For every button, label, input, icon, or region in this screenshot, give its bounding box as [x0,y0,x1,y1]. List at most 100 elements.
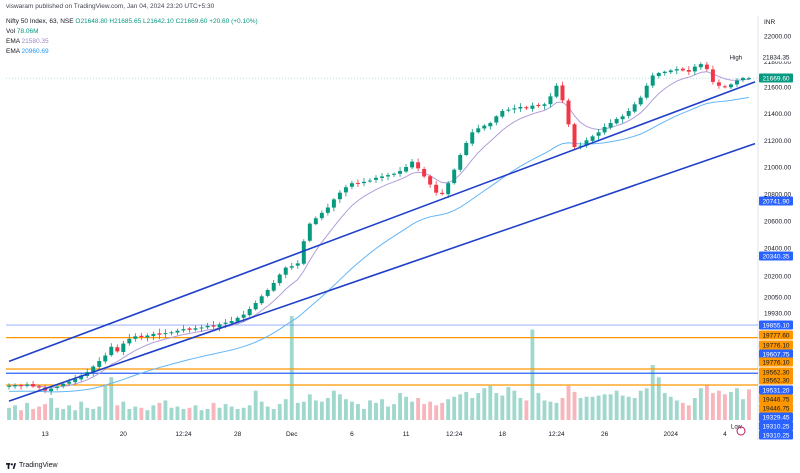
candle-body [49,388,54,392]
candle-body [716,82,721,86]
price-badge-bg [759,73,793,83]
price-badge-value: 20741.90 [762,199,789,206]
volume-bar [145,410,150,420]
candle-body [578,145,583,147]
legend-h: 21685.65 [114,18,142,25]
replay-indicator-icon [736,426,746,436]
candle-body [728,84,733,88]
candle-body [458,155,463,170]
publisher-line: viswaram published on TradingView.com, J… [6,3,215,10]
price-badge-bg [759,394,793,404]
volume-bar [61,409,66,420]
volume-bar [590,396,595,420]
volume-bar [127,409,132,420]
price-badge-tag: High [730,56,742,62]
candle-body [380,176,384,178]
legend-vol: 78.06M [16,28,39,35]
candle-body [283,267,288,275]
legend-symbol: Nifty 50 Index, 63, NSE [6,18,74,25]
candle-body [229,321,234,324]
volume-bar [710,393,715,420]
candle-body [325,207,330,213]
candle-body [476,128,481,133]
volume-bar [560,398,565,420]
candle-body [367,180,372,182]
legend-o-label: O [75,18,81,25]
candle-body [626,111,631,116]
candle-body [734,80,739,85]
volume-bar [470,398,475,420]
candle-body [37,386,42,388]
volume-bar [374,402,378,420]
x-tick-label: 12:24 [548,431,565,438]
trend-line-1 [8,81,756,363]
volume-bar [518,398,523,420]
trend-line-2 [8,142,756,402]
candle-body [343,187,348,193]
tradingview-logo-icon [6,462,16,469]
volume-bar [350,401,354,420]
legend-ohlc-row: Nifty 50 Index, 63, NSE O21648.80 H21685… [6,17,258,27]
volume-bar [265,406,270,420]
x-tick-label: 4 [723,431,727,438]
candle-body [668,70,673,73]
volume-bar [410,401,415,420]
volume-bar [43,404,48,420]
candle-body [319,212,324,219]
volume-bar [458,394,463,420]
legend-o: 21648.80 [80,18,108,25]
candle-body [55,386,60,388]
candle-body [434,184,439,193]
legend-change: +20.60 (+0.10%) [209,18,258,25]
candle-body [241,314,246,318]
volume-bar [337,394,342,420]
candle-body [247,309,252,316]
ema-line-1 [8,71,750,388]
volume-bar [325,398,330,420]
candle-body [235,317,240,322]
price-badge-tag: Low [731,425,743,431]
candle-body [722,86,727,88]
volume-bar [386,406,390,420]
volume-bar [109,377,114,420]
volume-bar [229,406,234,420]
candle-body [710,69,715,82]
candle-body [620,116,625,120]
volume-bar [614,390,619,420]
candle-body [644,85,649,98]
y-tick-label: 20050.00 [764,295,791,302]
chart-legend: Nifty 50 Index, 63, NSE O21648.80 H21685… [6,17,258,57]
candle-body [614,119,619,124]
candle-body [313,218,318,225]
price-badge-value: 19531.20 [762,388,789,395]
volume-bar [193,405,198,420]
candle-body [295,263,300,266]
price-badge-bg [759,375,793,385]
volume-bar [49,398,54,420]
candle-body [482,125,487,129]
y-tick-label: 21000.00 [764,165,791,172]
candle-body [265,290,270,296]
volume-bar [602,394,607,420]
volume-bar [680,402,685,420]
candle-body [608,123,613,128]
candle-body [331,199,336,208]
candle-body [680,68,685,71]
volume-bar [572,391,577,420]
volume-bar [729,391,733,420]
candle-body [704,64,709,70]
x-tick-label: 18 [499,431,507,438]
volume-bar [67,405,72,420]
volume-bar [115,405,120,420]
candle-body [446,183,451,195]
price-badge-bg [759,430,793,440]
price-badge-bg [759,349,793,359]
candle-body [692,66,697,72]
volume-bar [662,393,667,420]
candle-body [656,72,661,77]
volume-bar [638,390,643,420]
candle-body [524,107,529,109]
price-badge-value: 19776.10 [762,343,789,350]
candle-body [109,346,114,356]
